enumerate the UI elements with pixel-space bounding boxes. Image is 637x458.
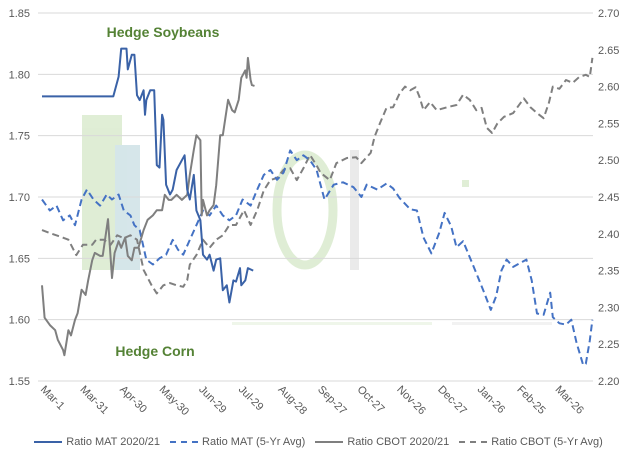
x-axis-tick-label: Jul-29 [236,384,266,414]
x-axis-tick-label: Jan-26 [475,384,507,416]
left-axis-tick-label: 1.70 [9,192,30,204]
legend-label: Ratio CBOT 2020/21 [347,436,450,448]
legend-swatch [459,441,488,443]
series-line-ratio-cbot-2020-21 [41,56,255,357]
x-axis-tick-label: May-30 [157,384,191,418]
legend-label: Ratio MAT 2020/21 [66,436,161,448]
right-axis-tick-label: 2.35 [598,266,619,278]
x-axis-tick-label: Aug-28 [275,384,309,418]
annotation-hedge-corn: Hedge Corn [115,343,194,359]
chart-legend: Ratio MAT 2020/21 Ratio MAT (5-Yr Avg) Rat… [0,436,637,448]
left-axis-tick-label: 1.65 [9,253,30,265]
series-lines [41,47,594,367]
series-line-ratio-cbot-5-yr-avg [41,57,594,295]
x-axis-ticks: Mar-1 Mar-31 Apr-30 May-30 Jun-29 Jul-29 Aug-2… [38,384,586,418]
x-axis-tick-label: Apr-30 [117,384,149,416]
right-axis-ticks: 2.20 2.25 2.30 2.35 2.40 2.45 2.50 2.55 2.60 2.65… [598,8,619,388]
legend-swatch [34,441,63,443]
watermark-logo-dot [462,180,469,187]
series-line-ratio-mat-5-yr-avg [41,149,594,367]
legend-label: Ratio CBOT (5-Yr Avg) [491,436,603,448]
watermark-tagline-bar [232,322,432,325]
legend-label: Ratio MAT (5-Yr Avg) [202,436,306,448]
rjo-brien-watermark [82,115,552,325]
right-axis-tick-label: 2.25 [598,339,619,351]
legend-item: Ratio CBOT 2020/21 [315,436,449,448]
annotation-hedge-soybeans: Hedge Soybeans [107,24,220,40]
legend-item: Ratio MAT 2020/21 [34,436,160,448]
left-axis-tick-label: 1.80 [9,69,30,81]
series-line-ratio-mat-2020-21 [42,47,254,304]
right-axis-tick-label: 2.50 [598,155,619,167]
watermark-since-bar [452,322,552,325]
left-axis-tick-label: 1.55 [9,376,30,388]
right-axis-tick-label: 2.65 [598,45,619,57]
legend-swatch [315,441,344,443]
watermark-logo-o-shape [272,150,338,270]
x-axis-tick-label: Dec-27 [435,384,469,418]
right-axis-tick-label: 2.30 [598,302,619,314]
left-axis-tick-label: 1.75 [9,131,30,143]
x-axis-tick-label: Sep-27 [315,384,349,418]
watermark-logo-b-shape [350,150,359,270]
gridlines [38,12,593,382]
x-axis-tick-label: Mar-26 [553,384,586,417]
legend-swatch [170,441,199,443]
left-axis-tick-label: 1.60 [9,315,30,327]
right-axis-tick-label: 2.60 [598,82,619,94]
legend-item: Ratio CBOT (5-Yr Avg) [459,436,603,448]
right-axis-tick-label: 2.45 [598,192,619,204]
left-axis-tick-label: 1.85 [9,8,30,20]
x-axis-tick-label: Mar-1 [38,384,67,413]
right-axis-tick-label: 2.40 [598,229,619,241]
right-axis-tick-label: 2.55 [598,118,619,130]
left-axis-ticks: 1.55 1.60 1.65 1.70 1.75 1.80 1.85 [9,8,30,388]
legend-item: Ratio MAT (5-Yr Avg) [170,436,305,448]
right-axis-tick-label: 2.20 [598,376,619,388]
x-axis-tick-label: Feb-25 [514,384,547,417]
x-axis-tick-label: Jun-29 [196,384,228,416]
x-axis-tick-label: Nov-26 [394,384,428,418]
x-axis-tick-label: Oct-27 [355,384,387,416]
x-axis-tick-label: Mar-31 [77,384,110,417]
right-axis-tick-label: 2.70 [598,8,619,20]
